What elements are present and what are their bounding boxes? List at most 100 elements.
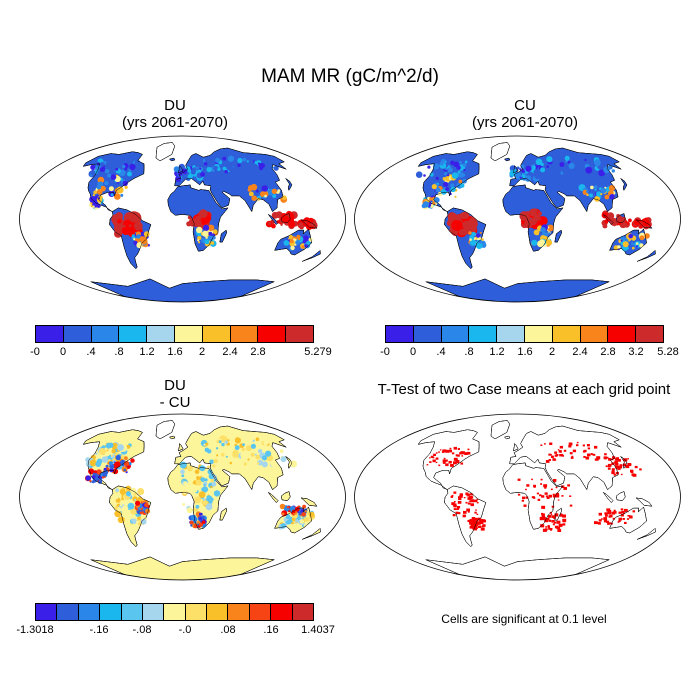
colorbar-swatch [184,603,208,621]
field-patch [516,166,520,170]
field-patch [263,159,266,162]
coastline-australia [274,228,312,256]
field-patch [445,167,448,171]
field-patch [112,447,115,450]
significant-cell [474,511,477,514]
field-patch [189,520,194,525]
field-patch [287,524,291,528]
field-patch [201,222,205,225]
field-patch [212,464,216,468]
field-patch [137,516,141,520]
significant-cell [634,465,638,469]
colorbar-swatch [270,603,293,621]
coastline-africa [502,184,564,252]
field-patch [201,499,208,506]
significant-cell [611,471,615,475]
significant-cell [467,451,471,455]
colorbar-tick-label: -.0 [178,624,192,636]
land-antarctica [425,278,611,302]
field-patch [596,191,602,197]
field-patch [215,157,221,163]
field-patch [237,163,241,167]
field-patch [204,239,210,245]
significant-cell [536,492,539,495]
land-north-america [417,429,480,490]
field-patch [540,227,546,233]
field-patch [220,448,226,454]
colorbar-tick-label: 2.4 [222,346,238,358]
significant-cell [618,511,622,514]
field-patch [140,518,147,525]
significant-cell [601,518,603,520]
field-patch [204,496,207,499]
field-patch [224,170,228,174]
significant-cell [470,523,474,527]
significant-cell [561,454,564,457]
significant-cell [555,526,559,529]
significant-cell [563,449,567,452]
field-patch [597,165,602,170]
field-patch [199,465,206,472]
significant-cell [607,463,612,467]
significant-cell [550,513,553,516]
field-patch [119,488,127,495]
field-patch [190,524,193,527]
field-patch [190,514,197,521]
significant-cell [540,483,543,485]
field-patch [117,507,122,512]
significant-cell [548,519,552,522]
field-patch [298,222,304,228]
field-patch [271,211,279,219]
field-patch [195,479,202,486]
significant-cell [604,512,608,515]
colorbar-tick-label: 2.8 [250,346,266,358]
field-patch [534,172,541,180]
field-patch [191,167,196,172]
map-du-minus-cu [19,413,346,581]
field-patch [415,171,423,178]
field-patch [215,447,219,450]
significant-cell [547,525,549,527]
colorbar-swatch [412,325,442,343]
significant-cell [622,518,625,520]
field-patch [291,517,295,521]
significant-cell [604,453,607,456]
field-patch [631,246,635,250]
land-new-zealand [636,249,656,262]
field-patch [445,187,449,191]
field-patch [94,470,97,474]
significant-cell [547,526,550,528]
significant-cell [517,493,521,496]
coastline-iceland [169,157,176,162]
significant-cell [453,508,456,511]
field-patch [593,185,598,189]
field-patch [447,212,458,223]
field-patch [303,516,309,522]
significant-cell [576,441,579,444]
coastline-australia [609,228,647,256]
field-patch [173,166,180,173]
field-patch [178,163,185,171]
significant-cell [598,519,602,522]
field-patch [180,469,185,474]
significant-cell [568,442,573,446]
field-patch [585,166,593,174]
significant-cell [569,504,573,507]
field-patch [631,242,634,246]
field-patch [224,440,228,444]
colorbar-tick-label: .8 [114,346,124,358]
significance-footnote: Cells are significant at 0.1 level [441,612,607,626]
significant-cell [619,465,623,468]
field-patch [208,231,213,236]
figure-title: MAM MR (gC/m^2/d) [261,66,439,87]
significant-cell [617,521,620,523]
coastline-antarctica [425,556,611,580]
significant-cell [542,528,547,532]
colorbar-tick-label: -.16 [89,624,109,636]
significant-cell [617,459,621,462]
significant-cell [476,521,479,523]
field-patch [279,449,284,454]
significant-cell [607,522,610,525]
significant-cell [554,451,558,454]
significant-cell [445,449,450,453]
